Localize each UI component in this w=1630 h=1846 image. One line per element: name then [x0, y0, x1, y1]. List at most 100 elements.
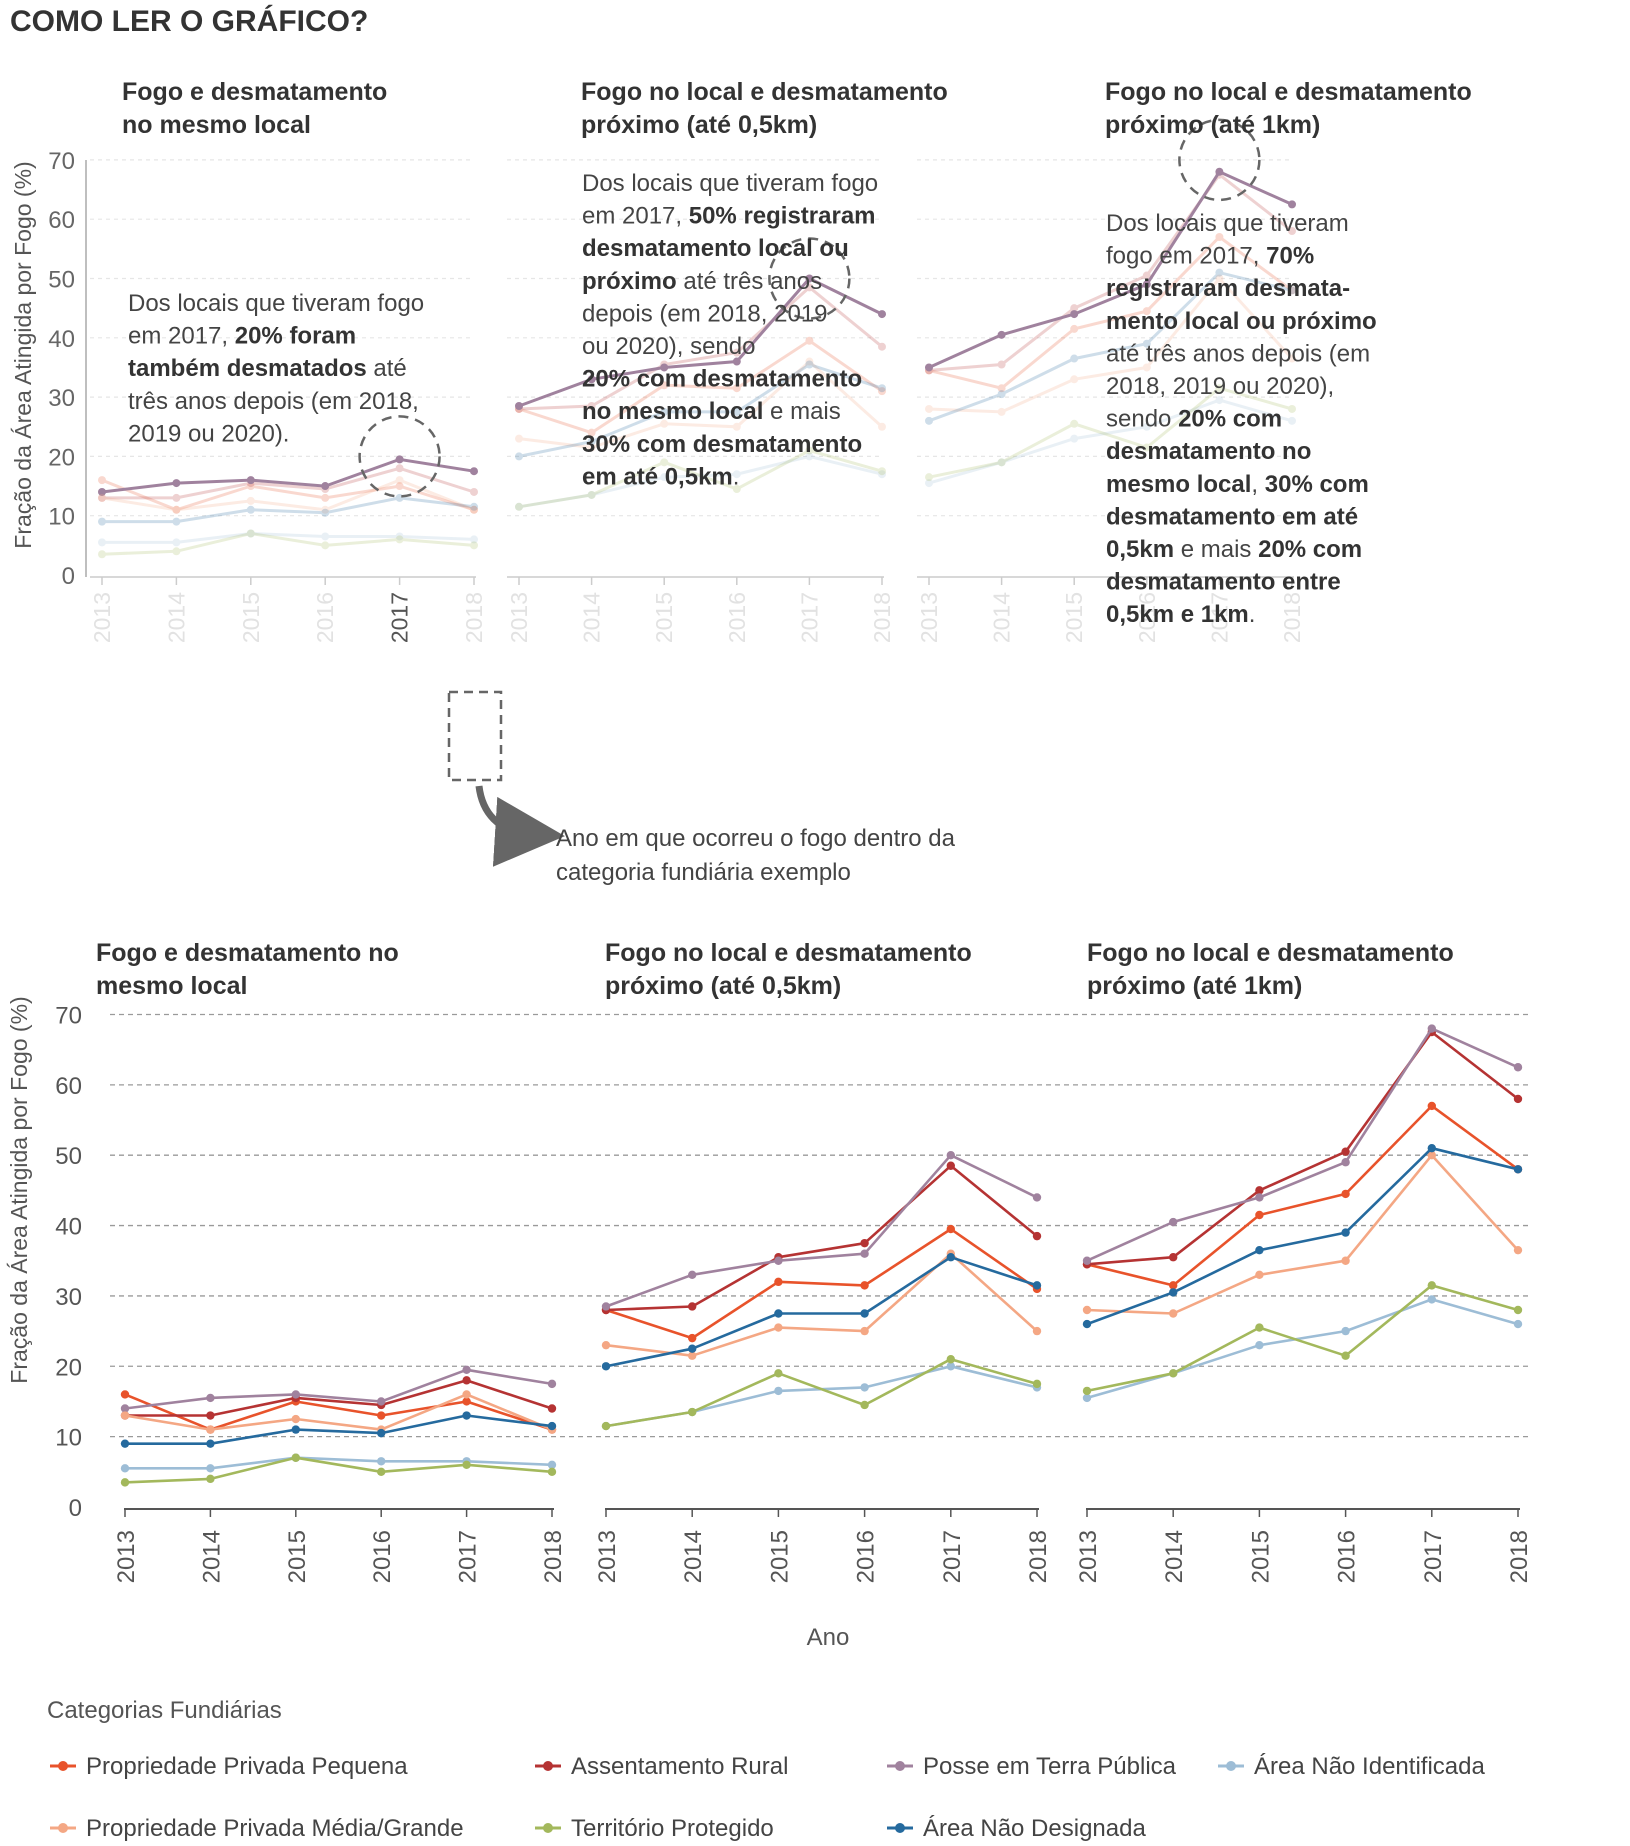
explainer-data-point [587, 437, 596, 446]
y-tick-label: 60 [55, 1073, 82, 1100]
data-point [1513, 1245, 1523, 1255]
explainer-data-point [470, 467, 478, 476]
data-point [946, 1161, 955, 1170]
y-tick-label: 30 [55, 1284, 82, 1311]
explainer-data-point [321, 541, 330, 550]
explainer-series-line [518, 362, 883, 458]
explainer-panel-title: Fogo no local e desmatamento [1105, 78, 1472, 106]
data-point [774, 1309, 783, 1318]
x-tick-label: 2013 [1075, 1530, 1102, 1583]
data-point [206, 1439, 215, 1448]
explainer-data-point [732, 422, 741, 431]
data-point [1341, 1326, 1350, 1336]
annotation-line: em até 0,5km. [582, 463, 739, 490]
data-point [860, 1238, 869, 1248]
explainer-data-point [470, 487, 478, 496]
explainer-data-point [587, 401, 596, 410]
y-axis-label: Fração da Área Atingida por Fogo (%) [6, 996, 32, 1383]
explainer-panel-title: próximo (até 0,5km) [581, 111, 817, 139]
explainer-data-point [805, 360, 814, 369]
annotation-line: ou 2020), sendo [582, 333, 755, 360]
data-point [1513, 1063, 1523, 1072]
explainer-data-point [246, 529, 255, 538]
explainer-data-point [172, 547, 181, 556]
annotation-text: desmatamento no [1106, 438, 1311, 465]
annotation-text: em até 0,5km [582, 463, 733, 490]
annotation-text: 20% foram [235, 323, 356, 350]
explainer-series-line [518, 276, 883, 408]
explainer-data-point [997, 384, 1006, 393]
series-line [1086, 1153, 1519, 1315]
data-point [946, 1355, 955, 1364]
explainer-data-point [1070, 354, 1079, 363]
annotation-line: desmatamento entre [1106, 569, 1341, 596]
series-line [605, 1365, 1038, 1428]
series-line [124, 1456, 553, 1484]
explainer-data-point [925, 473, 933, 482]
explainer-data-point [515, 502, 523, 511]
series-line [124, 1368, 553, 1410]
explainer-data-point [1215, 232, 1224, 241]
explainer-data-point [98, 517, 106, 526]
explainer-x-tick-label: 2018 [1279, 592, 1305, 643]
data-point [1082, 1256, 1092, 1265]
explainer-data-point [1142, 307, 1151, 316]
series-line [605, 1153, 1038, 1308]
annotation-text: registraram desmata- [1106, 275, 1350, 302]
explainer-series-area-nao-designada [925, 268, 1296, 425]
series-line [605, 1255, 1038, 1368]
annotation-text: 70% [1266, 243, 1314, 270]
explainer-series-line [102, 466, 475, 500]
y-tick-label: 50 [55, 1143, 82, 1170]
data-point [688, 1302, 697, 1311]
explainer-data-point [98, 487, 106, 496]
explainer-data-point [1070, 375, 1079, 384]
explainer-data-point [997, 330, 1006, 339]
annotation-text: em 2017, [128, 323, 235, 350]
explainer-data-point [1288, 354, 1296, 363]
data-point [1082, 1319, 1092, 1329]
explainer-section: 0 10 20 30 40 50 60 70 Fração da Área Atingida p… [10, 78, 1472, 886]
data-point [1341, 1256, 1350, 1265]
explainer-data-point [470, 535, 478, 544]
panel-title: próximo (até 0,5km) [605, 972, 841, 1000]
explainer-data-point [732, 348, 741, 357]
data-point [1082, 1386, 1092, 1396]
explainer-y-tick-label: 20 [48, 444, 75, 471]
explainer-series-line [101, 531, 475, 556]
data-point [946, 1151, 955, 1160]
annotation-text: Dos locais que tiveram fogo [128, 290, 424, 317]
explainer-data-point [470, 541, 478, 550]
explainer-series-territorio-protegido [515, 446, 886, 511]
explainer-data-point [660, 381, 669, 390]
x-tick-label: 2018 [540, 1530, 567, 1583]
annotation-line: registraram desmata- [1106, 275, 1350, 302]
explainer-x-tick-label: 2014 [163, 592, 189, 643]
x-tick-label: 2017 [1420, 1530, 1447, 1583]
data-point [291, 1390, 300, 1399]
annotation-text: Dos locais que tiveram fogo [582, 170, 878, 197]
x-tick-label: 2015 [1247, 1530, 1274, 1583]
data-point [1169, 1253, 1178, 1262]
series-line [1086, 1146, 1519, 1326]
explainer-data-point [878, 470, 886, 479]
explainer-data-point [660, 473, 669, 482]
explainer-data-point [805, 336, 814, 345]
explainer-data-point [1142, 280, 1151, 289]
data-point [1427, 1101, 1437, 1111]
explainer-series-posse-em-terra-publica [98, 455, 478, 496]
explainer-data-point [1142, 271, 1151, 280]
panel-title: próximo (até 1km) [1087, 972, 1302, 1000]
series-propriedade-privada-media-grande [1082, 1151, 1523, 1318]
data-point [120, 1464, 130, 1473]
data-point [1341, 1158, 1350, 1167]
explainer-x-tick-label: 2014 [579, 592, 605, 643]
annotation-line: 0,5km e 1km. [1106, 601, 1255, 628]
explainer-data-point [732, 407, 741, 416]
annotation-text: 30% com [1265, 471, 1369, 498]
x-tick-label: 2017 [455, 1530, 482, 1583]
data-point [1513, 1094, 1523, 1104]
annotation-text: 20% com desmatamento [582, 366, 862, 393]
annotation-text: fogo em 2017, [1106, 243, 1266, 270]
callout-arrow [475, 785, 565, 867]
